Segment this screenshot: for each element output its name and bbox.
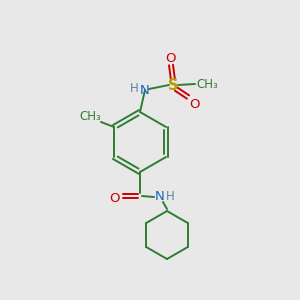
Text: CH₃: CH₃ [79, 110, 101, 124]
Text: O: O [109, 193, 119, 206]
Text: N: N [155, 190, 165, 203]
Text: H: H [130, 82, 138, 95]
Text: O: O [189, 98, 199, 110]
Text: H: H [166, 190, 174, 202]
Text: S: S [168, 77, 178, 92]
Text: CH₃: CH₃ [196, 77, 218, 91]
Text: O: O [166, 52, 176, 64]
Text: N: N [140, 83, 150, 97]
